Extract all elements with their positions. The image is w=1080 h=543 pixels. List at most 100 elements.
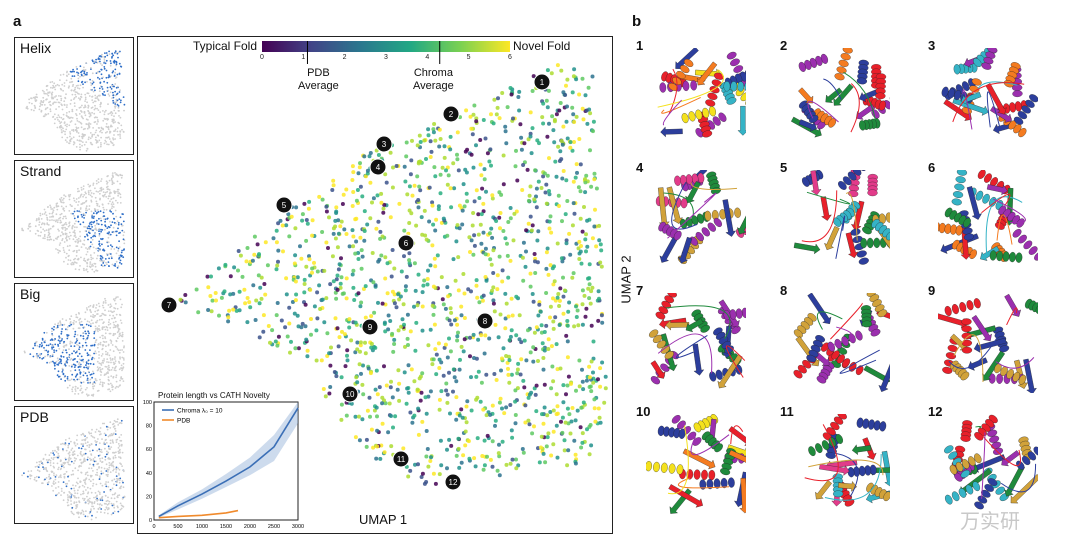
mini-point bbox=[102, 206, 105, 209]
mini-point bbox=[38, 345, 41, 348]
inset-title: Protein length vs CATH Novelty bbox=[158, 391, 270, 400]
mini-point bbox=[91, 238, 94, 241]
mini-point bbox=[61, 104, 63, 107]
scatter-point bbox=[287, 305, 292, 310]
scatter-point bbox=[476, 232, 481, 237]
scatter-point bbox=[551, 319, 556, 324]
mini-point bbox=[76, 378, 79, 381]
mini-point bbox=[112, 212, 114, 215]
scatter-point bbox=[305, 348, 310, 353]
mini-point bbox=[57, 322, 60, 325]
scatter-point bbox=[257, 301, 262, 306]
scatter-point bbox=[355, 188, 360, 192]
mini-point bbox=[78, 501, 81, 504]
scatter-point bbox=[434, 372, 439, 377]
mini-point bbox=[84, 230, 87, 232]
inset-y-tick: 100 bbox=[143, 400, 152, 406]
scatter-point bbox=[214, 298, 218, 303]
scatter-point bbox=[248, 305, 253, 310]
mini-point bbox=[60, 196, 63, 199]
scatter-point bbox=[479, 241, 484, 246]
mini-point bbox=[118, 258, 120, 260]
mini-point bbox=[51, 91, 54, 94]
mini-point bbox=[69, 139, 71, 142]
scatter-point bbox=[418, 140, 423, 144]
scatter-point bbox=[294, 292, 299, 297]
mini-point bbox=[57, 228, 59, 231]
scatter-point bbox=[367, 395, 372, 400]
scatter-point bbox=[387, 401, 392, 406]
scatter-point bbox=[581, 387, 586, 392]
mini-point bbox=[37, 234, 40, 237]
scatter-point bbox=[581, 400, 586, 405]
mini-point bbox=[65, 343, 68, 346]
scatter-point bbox=[583, 190, 588, 195]
mini-point bbox=[62, 201, 65, 204]
scatter-point bbox=[351, 268, 356, 273]
mini-point bbox=[96, 116, 98, 119]
mini-point bbox=[115, 468, 118, 471]
mini-point bbox=[108, 195, 111, 198]
protein-structure-1 bbox=[657, 48, 746, 138]
mini-point bbox=[96, 313, 99, 315]
mini-point bbox=[105, 438, 107, 441]
scatter-point bbox=[222, 289, 227, 294]
mini-point bbox=[71, 80, 74, 83]
mini-point bbox=[71, 341, 73, 344]
mini-point bbox=[79, 98, 82, 100]
mini-point bbox=[106, 499, 109, 502]
mini-point bbox=[77, 240, 80, 242]
scatter-point bbox=[584, 173, 589, 178]
mini-point bbox=[59, 213, 62, 216]
scatter-point bbox=[370, 251, 375, 255]
mini-point bbox=[117, 467, 120, 470]
mini-point bbox=[57, 448, 59, 450]
scatter-point bbox=[551, 379, 556, 384]
mini-point bbox=[49, 459, 52, 462]
mini-point bbox=[71, 108, 74, 111]
mini-point bbox=[123, 231, 126, 234]
mini-point bbox=[96, 140, 99, 142]
mini-point bbox=[84, 318, 86, 321]
scatter-point bbox=[266, 324, 271, 328]
mini-point bbox=[102, 110, 104, 112]
mini-point bbox=[99, 105, 102, 108]
mini-point bbox=[108, 464, 111, 467]
scatter-point bbox=[494, 219, 499, 223]
mini-point bbox=[86, 515, 89, 518]
scatter-point bbox=[532, 386, 537, 391]
mini-point bbox=[69, 135, 71, 138]
mini-point bbox=[76, 454, 79, 457]
mini-point bbox=[118, 115, 120, 117]
mini-point bbox=[63, 346, 65, 348]
mini-point bbox=[105, 325, 108, 328]
mini-point bbox=[82, 75, 85, 78]
mini-point bbox=[117, 329, 120, 331]
ribbon-segment bbox=[659, 235, 679, 263]
scatter-point bbox=[547, 121, 551, 126]
mini-point bbox=[67, 446, 70, 449]
mini-point bbox=[101, 497, 103, 500]
loop-segment bbox=[823, 78, 842, 100]
mini-point bbox=[80, 324, 82, 326]
mini-point bbox=[105, 136, 107, 139]
scatter-point bbox=[554, 174, 559, 179]
mini-point bbox=[69, 193, 72, 196]
mini-point bbox=[121, 229, 124, 232]
mini-point bbox=[90, 223, 93, 226]
scatter-point bbox=[455, 130, 460, 135]
mini-point bbox=[86, 209, 89, 212]
scatter-point bbox=[524, 358, 529, 363]
scatter-point bbox=[205, 274, 210, 279]
mini-point bbox=[78, 327, 81, 330]
scatter-point bbox=[498, 226, 502, 231]
mini-point bbox=[56, 221, 59, 224]
mini-point bbox=[117, 56, 119, 59]
mini-point bbox=[47, 229, 50, 231]
scatter-point bbox=[557, 298, 562, 303]
mini-point bbox=[37, 466, 40, 468]
mini-point bbox=[43, 233, 46, 236]
mini-point bbox=[96, 203, 99, 205]
mini-point bbox=[111, 118, 114, 121]
mini-point bbox=[70, 493, 73, 495]
